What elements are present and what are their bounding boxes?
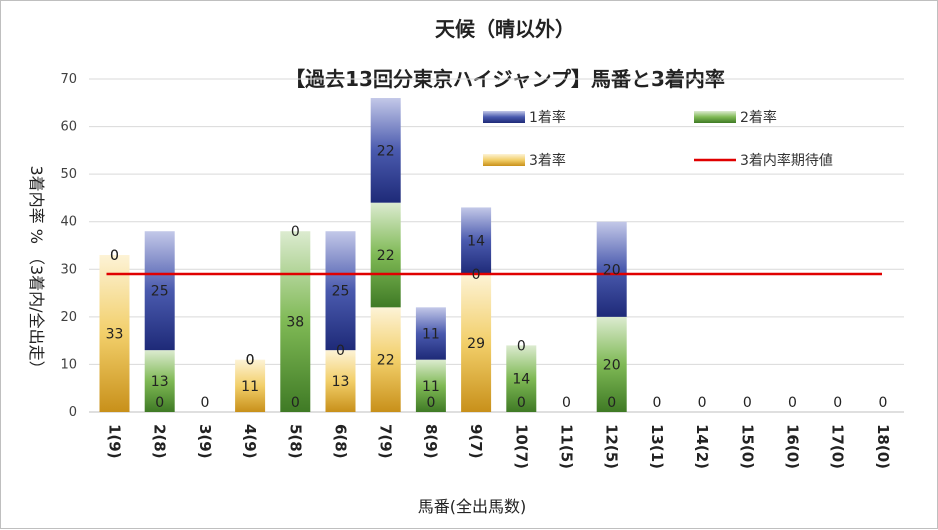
y-tick-label: 70 xyxy=(60,72,77,87)
bar-3rd xyxy=(370,307,401,412)
x-tick-label: 10(7) xyxy=(512,424,530,469)
x-axis-ticks: 1(9) 2(8) 3(9) 4(9) 5(8) 6(8) 7(9) 8(9) 9(7) 10(7… xyxy=(106,424,892,469)
label-1st: 0 xyxy=(291,224,300,240)
x-tick-label: 7(9) xyxy=(377,424,395,459)
bar-3rd xyxy=(99,255,130,412)
label-3rd: 13 xyxy=(332,374,350,390)
bars xyxy=(99,98,627,412)
x-tick-label: 6(8) xyxy=(332,424,350,459)
bar-3rd xyxy=(325,350,356,412)
bar-2nd xyxy=(280,231,311,412)
legend-swatch-2nd xyxy=(694,111,736,123)
label-3rd: 0 xyxy=(517,395,526,411)
label-1st: 11 xyxy=(422,327,440,343)
label-3rd: 0 xyxy=(652,395,661,411)
bar-2nd xyxy=(415,359,446,412)
x-tick-label: 5(8) xyxy=(286,424,304,459)
legend-label-1st: 1着率 xyxy=(529,109,566,126)
label-2nd: 13 xyxy=(151,374,169,390)
x-tick-label: 8(9) xyxy=(422,424,440,459)
label-3rd: 0 xyxy=(878,395,887,411)
bar-2nd xyxy=(370,202,401,308)
bar-1st xyxy=(596,221,627,317)
gridlines xyxy=(89,78,904,413)
bar-1st xyxy=(144,231,175,351)
y-tick-label: 20 xyxy=(60,310,77,325)
x-tick-label: 11(5) xyxy=(558,424,576,469)
label-3rd: 0 xyxy=(698,395,707,411)
label-1st: 0 xyxy=(517,338,526,354)
label-3rd: 0 xyxy=(200,395,209,411)
label-2nd: 14 xyxy=(512,372,530,388)
legend: 1着率 2着率 3着率 3着内率期待値 xyxy=(483,109,833,169)
x-tick-label: 3(9) xyxy=(196,424,214,459)
y-axis-title: 3着内率 % （3着内/全出走） xyxy=(27,165,46,376)
x-tick-label: 12(5) xyxy=(603,424,621,469)
label-3rd: 33 xyxy=(106,327,124,343)
y-tick-label: 60 xyxy=(60,120,77,135)
bar-3rd xyxy=(235,359,266,412)
legend-swatch-3rd xyxy=(483,154,525,166)
label-2nd: 38 xyxy=(286,315,304,331)
label-3rd: 0 xyxy=(426,395,435,411)
x-tick-label: 18(0) xyxy=(874,424,892,469)
bar-1st xyxy=(370,98,401,203)
y-axis-ticks: 0 10 20 30 40 50 60 70 xyxy=(60,72,77,420)
label-2nd: 0 xyxy=(110,248,119,264)
bar-2nd xyxy=(506,345,537,412)
label-3rd: 11 xyxy=(241,379,259,395)
label-1st: 22 xyxy=(377,143,395,159)
bar-3rd xyxy=(461,274,492,412)
x-axis-title: 馬番(全出馬数) xyxy=(418,497,527,516)
bar-1st xyxy=(461,207,492,275)
x-tick-label: 16(0) xyxy=(784,424,802,469)
data-labels: 3300013250110003801302522222201111290140… xyxy=(106,143,888,411)
label-3rd: 0 xyxy=(833,395,842,411)
bar-2nd xyxy=(144,350,175,412)
label-3rd: 29 xyxy=(467,336,485,352)
bar-2nd xyxy=(596,316,627,412)
label-2nd: 0 xyxy=(472,267,481,283)
label-1st: 0 xyxy=(110,248,119,264)
legend-swatch-1st xyxy=(483,111,525,123)
label-1st: 0 xyxy=(246,353,255,369)
label-3rd: 0 xyxy=(291,395,300,411)
legend-label-2nd: 2着率 xyxy=(740,109,777,126)
label-2nd: 0 xyxy=(336,343,345,359)
y-tick-label: 0 xyxy=(69,405,77,420)
chart-title-line1: 天候（晴以外） xyxy=(435,17,575,41)
x-tick-label: 17(0) xyxy=(829,424,847,469)
bar-1st xyxy=(415,307,446,360)
x-tick-label: 15(0) xyxy=(738,424,756,469)
label-3rd: 0 xyxy=(562,395,571,411)
x-tick-label: 13(1) xyxy=(648,424,666,469)
legend-label-3rd: 3着率 xyxy=(529,152,566,169)
x-tick-label: 14(2) xyxy=(693,424,711,469)
y-tick-label: 40 xyxy=(60,215,77,230)
label-1st: 20 xyxy=(603,262,621,278)
label-3rd: 0 xyxy=(607,395,616,411)
label-3rd: 22 xyxy=(377,353,395,369)
label-3rd: 0 xyxy=(743,395,752,411)
label-2nd: 11 xyxy=(422,379,440,395)
x-tick-label: 4(9) xyxy=(241,424,259,459)
y-tick-label: 50 xyxy=(60,167,77,182)
label-2nd: 0 xyxy=(246,353,255,369)
x-tick-label: 1(9) xyxy=(106,424,124,459)
label-2nd: 20 xyxy=(603,357,621,373)
x-tick-label: 2(8) xyxy=(151,424,169,459)
label-1st: 25 xyxy=(332,284,350,300)
label-3rd: 0 xyxy=(155,395,164,411)
label-1st: 14 xyxy=(467,234,485,250)
label-2nd: 22 xyxy=(377,248,395,264)
y-tick-label: 10 xyxy=(60,357,77,372)
label-1st: 25 xyxy=(151,284,169,300)
bar-1st xyxy=(325,231,356,351)
label-3rd: 0 xyxy=(788,395,797,411)
legend-label-expected: 3着内率期待値 xyxy=(740,152,833,169)
x-tick-label: 9(7) xyxy=(467,424,485,459)
y-tick-label: 30 xyxy=(60,262,77,277)
